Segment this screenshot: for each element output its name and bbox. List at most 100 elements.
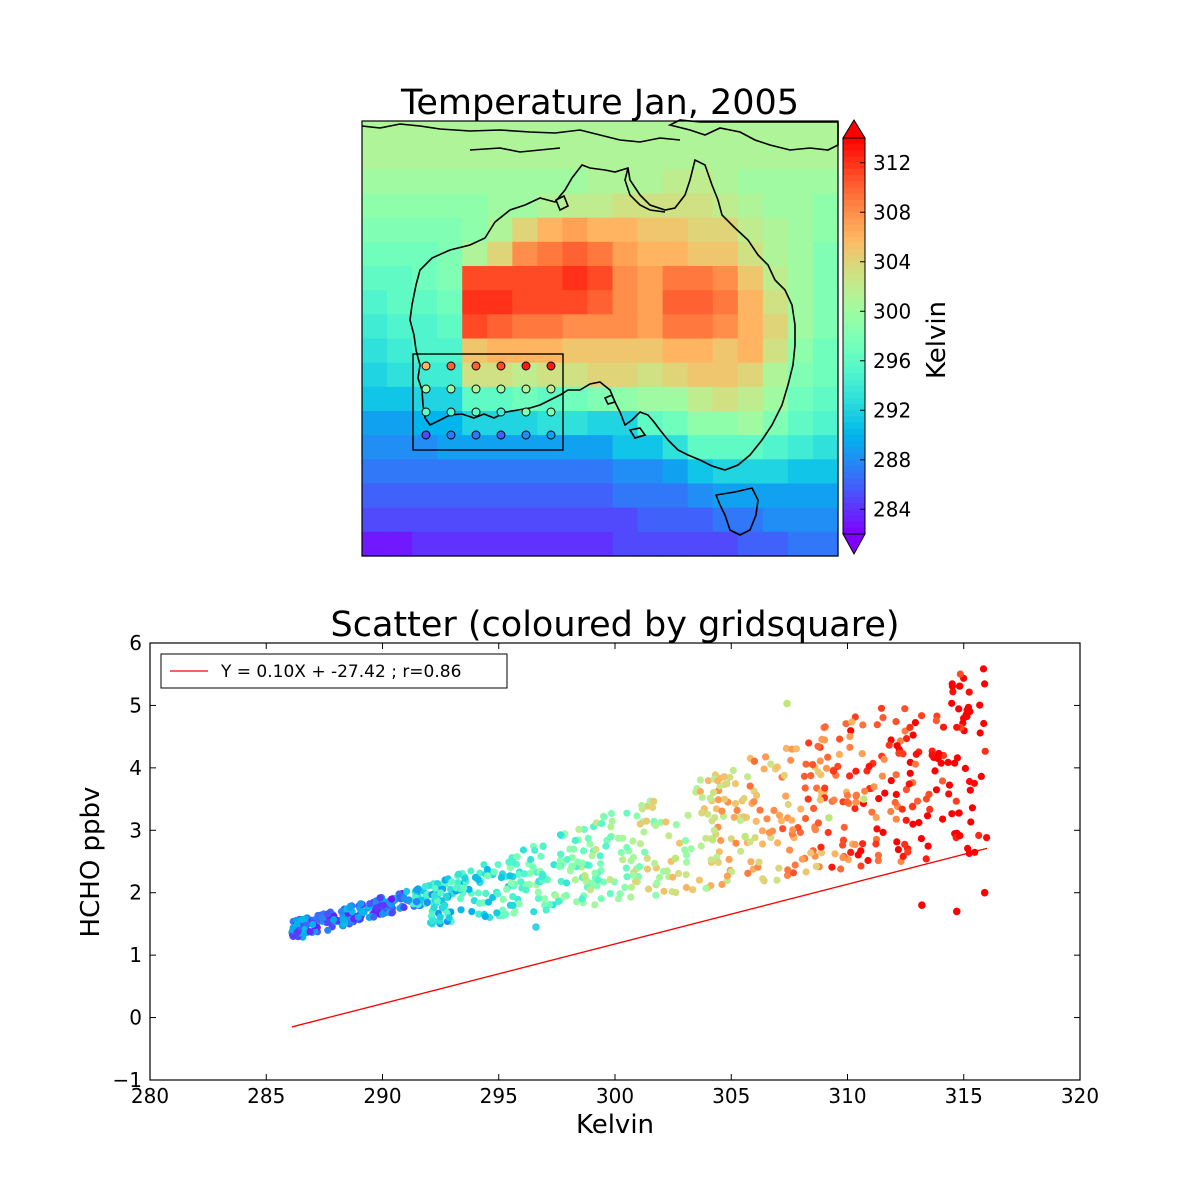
scatter-point <box>854 851 862 859</box>
scatter-point <box>696 776 705 784</box>
scatter-point <box>780 771 788 779</box>
colorbar-segment <box>843 391 865 399</box>
scatter-point <box>593 882 601 890</box>
grid-cell <box>362 386 388 412</box>
scatter-point <box>672 821 680 829</box>
colorbar: 284 288 292 296 300 304 308 312 <box>842 119 911 556</box>
scatter-point <box>904 848 912 856</box>
grid-cell <box>487 459 513 485</box>
scatter-point <box>442 892 450 900</box>
scatter-point <box>968 804 977 812</box>
scatter-point <box>714 796 723 804</box>
scatter-point <box>805 739 813 747</box>
scatter-point <box>412 898 421 906</box>
scatter-point <box>669 873 677 881</box>
grid-cell <box>687 459 714 485</box>
scatter-point <box>704 810 712 818</box>
scatter-point <box>744 773 752 781</box>
scatter-point <box>872 813 880 822</box>
scatter-point <box>650 797 658 806</box>
grid-cell <box>437 290 463 315</box>
grid-cell <box>812 193 839 219</box>
scatter-point <box>440 902 448 910</box>
scatter-point <box>537 852 545 860</box>
scatter-point <box>730 813 738 821</box>
scatter-point <box>949 688 957 696</box>
scatter-point <box>376 894 384 902</box>
scatter-point <box>797 805 805 813</box>
scatter-point <box>330 916 338 924</box>
scatter-ylabel: HCHO ppbv <box>76 787 106 938</box>
scatter-point <box>372 904 380 912</box>
grid-cell <box>687 338 714 364</box>
scatter-point <box>515 900 523 908</box>
scatter-point <box>807 849 815 857</box>
scatter-point <box>619 856 627 864</box>
indonesia-coastline <box>361 123 681 153</box>
scatter-point <box>531 846 539 854</box>
island-2 <box>603 393 617 405</box>
scatter-point <box>966 786 974 794</box>
scatter-point <box>623 809 631 817</box>
scatter-points <box>288 665 991 941</box>
grid-cell <box>762 314 789 340</box>
scatter-point <box>497 874 505 882</box>
grid-cell <box>637 169 664 195</box>
grid-cell <box>787 507 814 533</box>
scatter-point <box>643 865 652 873</box>
grid-cell <box>587 193 614 219</box>
scatter-point <box>529 863 537 871</box>
scatter-point <box>775 864 783 872</box>
station-marker <box>446 384 456 394</box>
scatter-point <box>983 834 991 842</box>
colorbar-segment <box>843 311 865 319</box>
grid-cell <box>712 459 739 485</box>
grid-cell <box>812 121 839 146</box>
grid-cell <box>562 290 589 315</box>
grid-cell <box>362 217 388 243</box>
colorbar-segment <box>843 521 865 529</box>
grid-cell <box>462 459 488 485</box>
grid-cell <box>487 193 513 219</box>
grid-cell <box>362 169 388 195</box>
scatter-point <box>403 887 411 896</box>
grid-cell <box>412 169 438 195</box>
grid-cell <box>362 314 388 340</box>
grid-cell <box>587 435 614 460</box>
grid-cell <box>712 145 739 170</box>
scatter-point <box>840 823 848 831</box>
grid-cell <box>437 145 463 170</box>
scatter-point <box>952 907 961 916</box>
grid-cell <box>662 241 689 267</box>
scatter-point <box>651 859 659 868</box>
grid-cell <box>612 314 639 340</box>
grid-cell <box>612 193 639 219</box>
colorbar-segment <box>843 490 865 498</box>
scatter-point <box>532 923 540 931</box>
scatter-point <box>682 883 691 892</box>
grid-cell <box>687 362 714 388</box>
grid-cell <box>637 483 664 509</box>
scatter-point <box>926 805 934 814</box>
colorbar-segment <box>843 336 865 343</box>
grid-cell <box>587 531 614 557</box>
scatter-point <box>909 731 917 739</box>
colorbar-segment <box>843 292 865 300</box>
scatter-point <box>652 821 660 830</box>
scatter-point <box>783 699 791 708</box>
scatter-point <box>366 900 374 908</box>
scatter-point <box>802 760 810 768</box>
scatter-point <box>818 849 826 857</box>
grid-cell <box>412 314 438 340</box>
grid-cell <box>812 290 839 315</box>
scatter-point <box>902 786 911 794</box>
station-marker <box>496 430 506 440</box>
y-tick-label: 5 <box>129 693 142 717</box>
y-tick-label: 2 <box>129 881 142 905</box>
y-tick-label: 4 <box>129 756 142 780</box>
grid-cell <box>362 531 388 557</box>
scatter-point <box>928 751 936 759</box>
grid-cell <box>787 241 814 267</box>
scatter-point <box>718 880 726 889</box>
scatter-point <box>948 810 956 818</box>
